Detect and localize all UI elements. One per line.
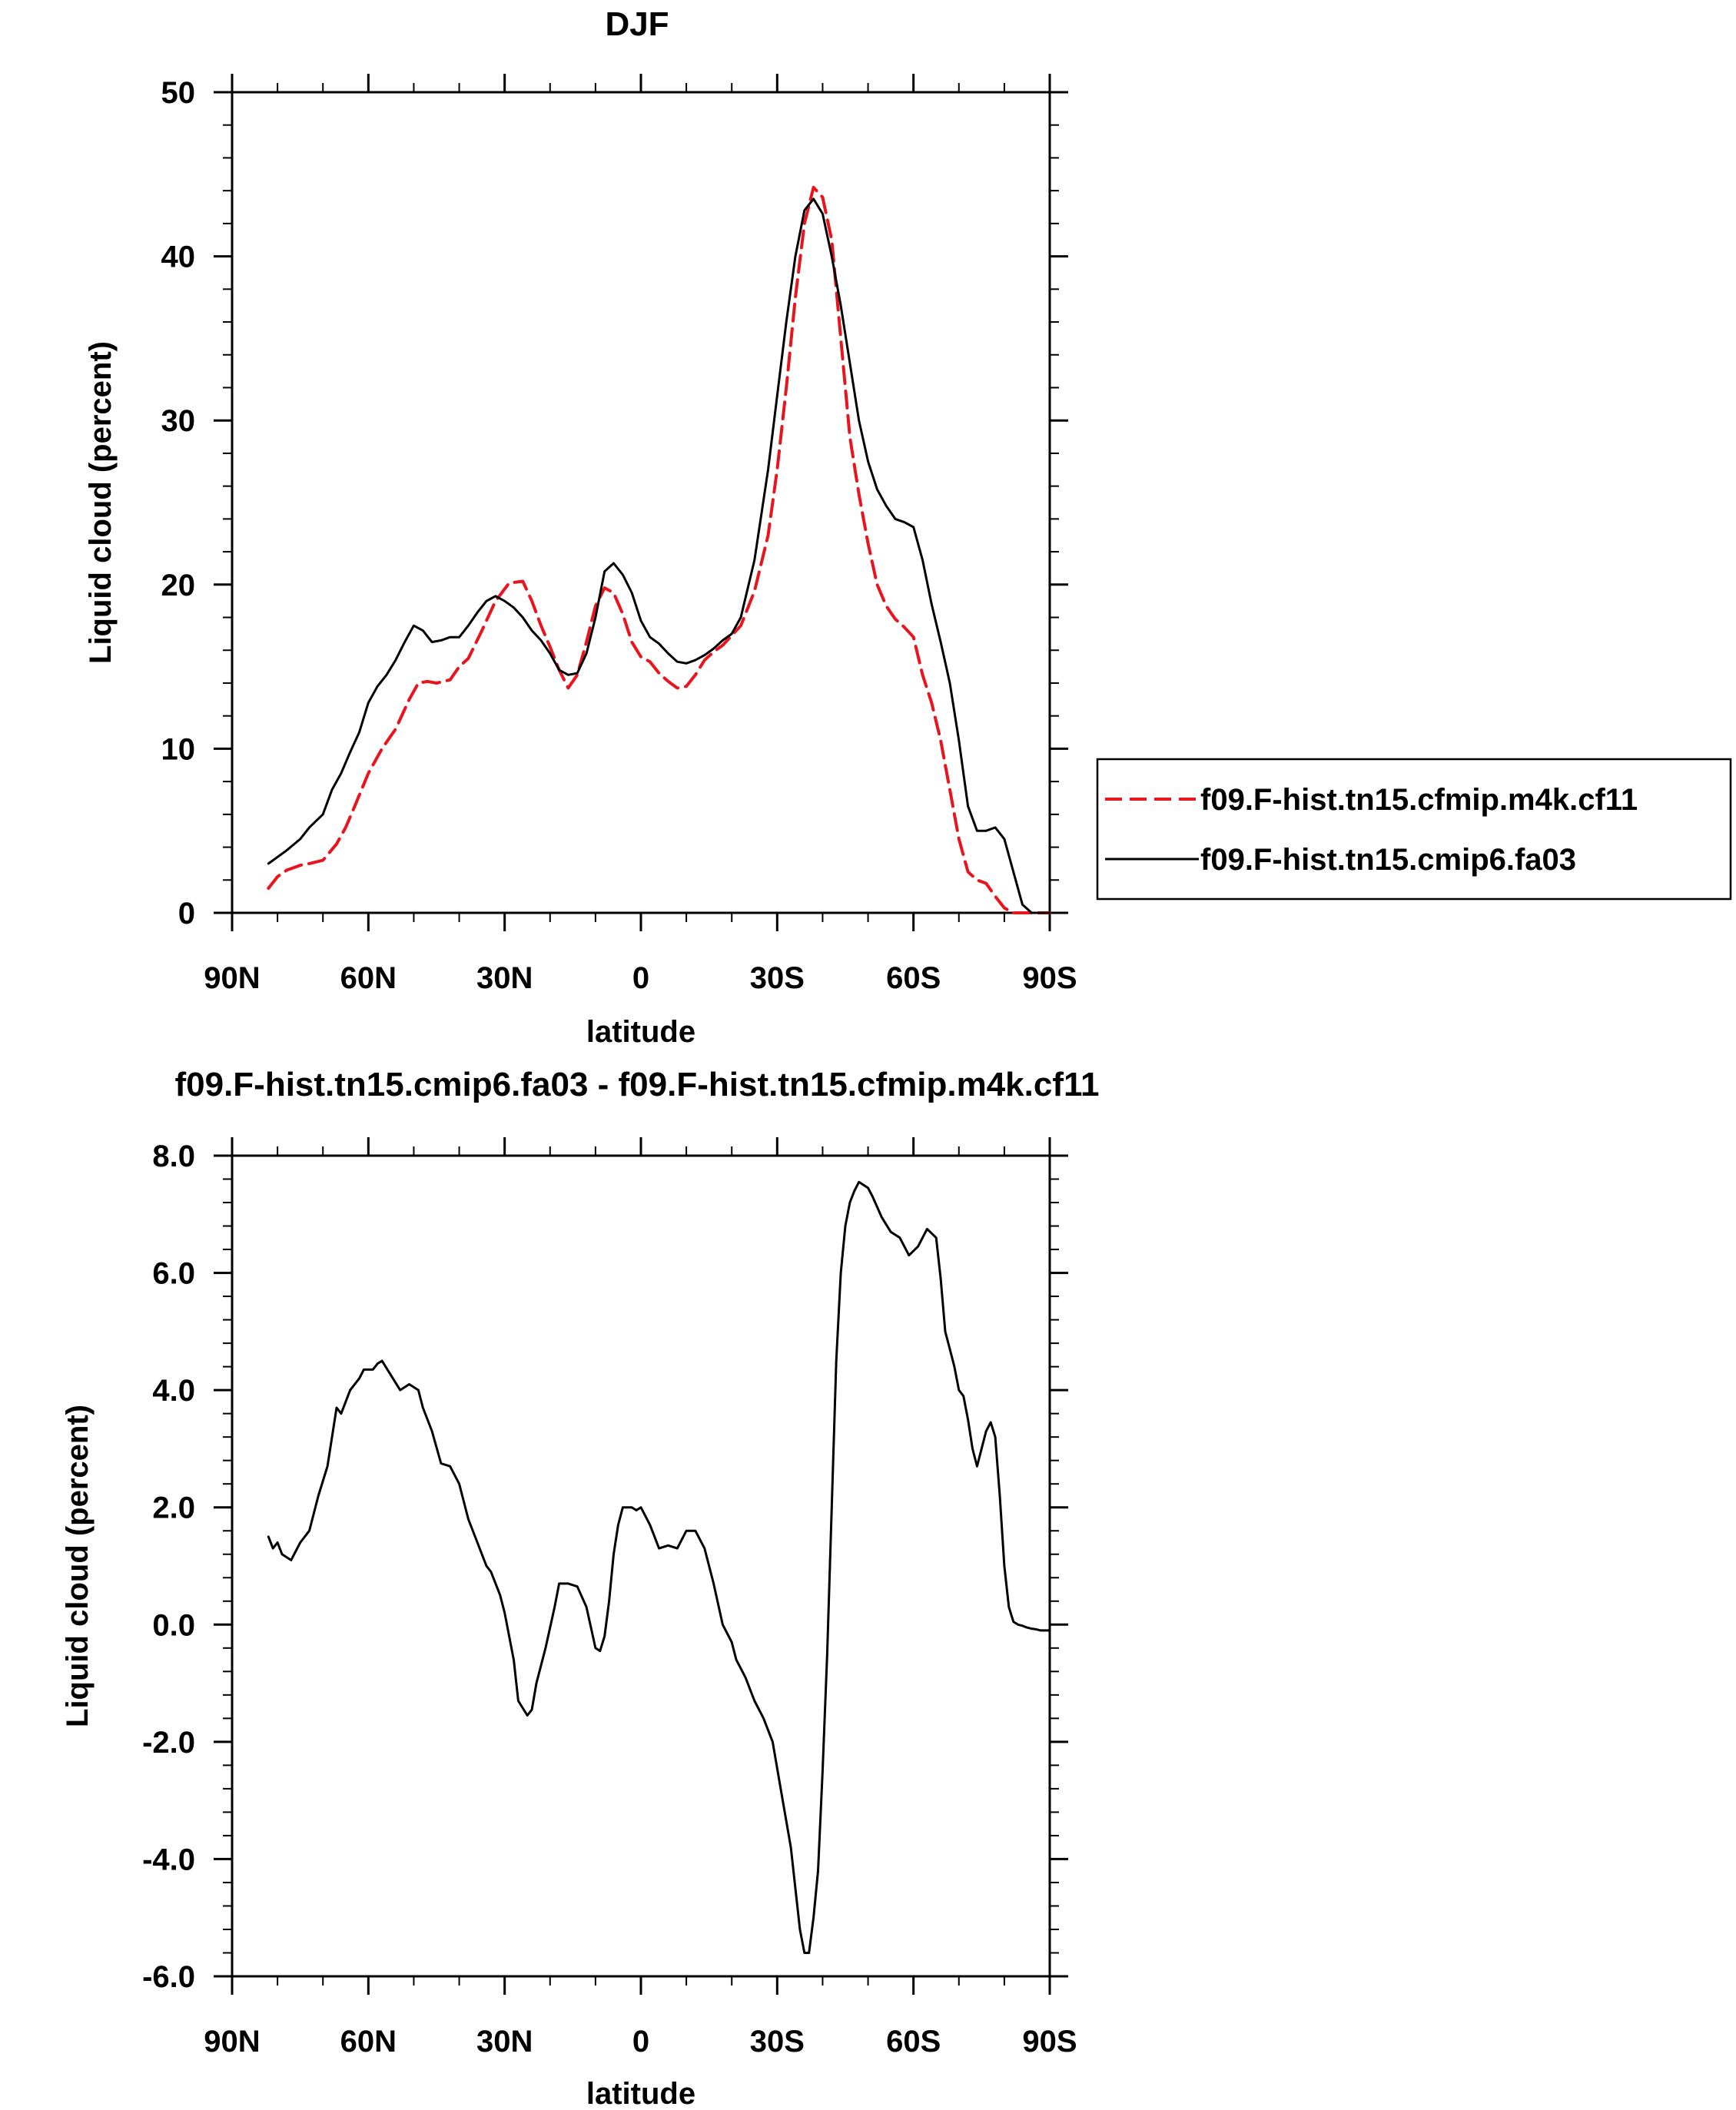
legend-label-series-2: f09.F-hist.tn15.cmip6.fa03: [1200, 843, 1576, 877]
top-y-tick-label: 50: [161, 76, 196, 110]
top-y-tick-label: 10: [161, 732, 196, 766]
top-x-tick-label: 30S: [750, 961, 805, 995]
bottom-x-tick-label: 60N: [340, 2025, 397, 2059]
top-plot-frame: [231, 91, 1051, 914]
top-series-line-2: [267, 197, 1051, 914]
bottom-y-tick-label: -6.0: [142, 1960, 195, 1994]
chart-top: DJF 0 10 20 30 40 50 90N 60N 30N 0 30S 60S 90S lati…: [84, 5, 1732, 1049]
top-x-tick-label: 0: [632, 961, 649, 995]
bottom-y-tick-label: 8.0: [152, 1140, 195, 1173]
top-series-line-1: [267, 185, 1051, 914]
top-x-tick-label: 90N: [204, 961, 260, 995]
top-y-tick-label: 20: [161, 569, 196, 602]
legend: f09.F-hist.tn15.cfmip.m4k.cf11 f09.F-his…: [1096, 758, 1732, 901]
bottom-y-ticks: -6.0 -4.0 -2.0 0.0 2.0 4.0 6.0 8.0: [142, 1140, 1068, 1994]
chart-bottom: f09.F-hist.tn15.cmip6.fa03 - f09.F-hist.…: [61, 1066, 1100, 2110]
legend-label-series-1: f09.F-hist.tn15.cfmip.m4k.cf11: [1200, 783, 1638, 817]
top-y-tick-label: 0: [178, 897, 195, 931]
top-x-tick-label: 60S: [886, 961, 941, 995]
top-x-tick-label: 30N: [476, 961, 533, 995]
bottom-x-ticks: 90N 60N 30N 0 30S 60S 90S: [204, 1137, 1077, 2059]
top-y-axis-label: Liquid cloud (percent): [84, 341, 118, 664]
top-x-tick-label: 60N: [340, 961, 397, 995]
bottom-x-tick-label: 30S: [750, 2025, 805, 2059]
bottom-series-group: [267, 1180, 1051, 1954]
bottom-plot-frame: [231, 1154, 1051, 1978]
top-x-ticks: 90N 60N 30N 0 30S 60S 90S: [204, 74, 1077, 995]
bottom-x-axis-label: latitude: [586, 2077, 695, 2110]
bottom-x-tick-label: 90N: [204, 2025, 260, 2059]
top-chart-title: DJF: [605, 5, 669, 43]
top-y-ticks: 0 10 20 30 40 50: [161, 76, 1068, 931]
bottom-y-tick-label: 2.0: [152, 1491, 195, 1525]
bottom-y-tick-label: 4.0: [152, 1374, 195, 1408]
bottom-x-tick-label: 60S: [886, 2025, 941, 2059]
top-y-tick-label: 30: [161, 404, 196, 438]
legend-box: [1096, 758, 1732, 901]
top-y-tick-label: 40: [161, 241, 196, 274]
bottom-x-tick-label: 0: [632, 2025, 649, 2059]
top-x-tick-label: 90S: [1022, 961, 1077, 995]
bottom-y-axis-label: Liquid cloud (percent): [61, 1405, 95, 1727]
bottom-y-tick-label: 0.0: [152, 1608, 195, 1642]
bottom-y-tick-label: -2.0: [142, 1726, 195, 1760]
top-series-group: [267, 185, 1051, 914]
bottom-y-tick-label: -4.0: [142, 1843, 195, 1876]
top-x-axis-label: latitude: [586, 1015, 695, 1049]
bottom-x-tick-label: 30N: [476, 2025, 533, 2059]
bottom-x-tick-label: 90S: [1022, 2025, 1077, 2059]
bottom-chart-title: f09.F-hist.tn15.cmip6.fa03 - f09.F-hist.…: [174, 1066, 1099, 1103]
bottom-y-tick-label: 6.0: [152, 1257, 195, 1291]
bottom-series-line-1: [267, 1180, 1051, 1954]
